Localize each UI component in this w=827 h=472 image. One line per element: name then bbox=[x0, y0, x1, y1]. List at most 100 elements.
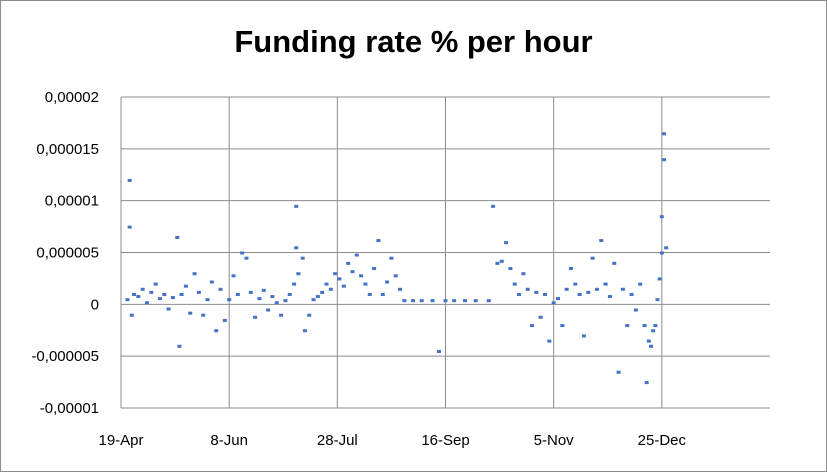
data-point bbox=[227, 298, 232, 302]
data-point bbox=[129, 313, 134, 317]
data-point bbox=[651, 329, 656, 333]
data-point bbox=[179, 292, 184, 296]
data-point bbox=[315, 295, 320, 299]
data-point bbox=[504, 241, 509, 245]
data-point bbox=[653, 324, 658, 328]
data-point bbox=[452, 299, 457, 303]
data-point bbox=[333, 272, 338, 276]
data-point bbox=[638, 282, 643, 286]
data-point bbox=[140, 287, 145, 291]
data-point bbox=[292, 282, 297, 286]
grid-lines bbox=[120, 96, 770, 409]
data-point bbox=[633, 308, 638, 312]
y-tick-label: -0,000005 bbox=[31, 348, 99, 365]
data-point bbox=[248, 290, 253, 294]
data-point bbox=[521, 272, 526, 276]
x-tick-label: 8-Jun bbox=[210, 432, 248, 449]
data-point bbox=[534, 290, 539, 294]
chart-title: Funding rate % per hour bbox=[234, 24, 593, 59]
data-point bbox=[341, 284, 346, 288]
data-point bbox=[538, 315, 543, 319]
data-point bbox=[296, 272, 301, 276]
data-point bbox=[543, 292, 548, 296]
data-point bbox=[661, 132, 666, 136]
x-tick-label: 28-Jul bbox=[317, 432, 358, 449]
data-point bbox=[517, 292, 522, 296]
data-point bbox=[649, 344, 654, 348]
data-point bbox=[214, 329, 219, 333]
data-point bbox=[616, 370, 621, 374]
data-point bbox=[659, 215, 664, 219]
data-point bbox=[491, 204, 496, 208]
y-tick-label: 0,00002 bbox=[45, 89, 99, 106]
data-point bbox=[577, 292, 582, 296]
data-point bbox=[337, 277, 342, 281]
data-point bbox=[603, 282, 608, 286]
data-point bbox=[495, 261, 500, 265]
data-point bbox=[389, 256, 394, 260]
data-point bbox=[555, 297, 560, 301]
data-point bbox=[437, 349, 442, 353]
data-point bbox=[659, 251, 664, 255]
data-point bbox=[547, 339, 552, 343]
data-point bbox=[209, 280, 214, 284]
data-points bbox=[125, 132, 669, 385]
data-point bbox=[385, 280, 390, 284]
data-point bbox=[646, 339, 651, 343]
data-point bbox=[346, 261, 351, 265]
data-point bbox=[175, 235, 180, 239]
x-tick-label: 19-Apr bbox=[98, 432, 143, 449]
data-point bbox=[261, 288, 266, 292]
data-point bbox=[486, 299, 491, 303]
data-point bbox=[664, 246, 669, 250]
data-point bbox=[311, 298, 316, 302]
data-point bbox=[177, 344, 182, 348]
data-point bbox=[525, 287, 530, 291]
data-point bbox=[324, 282, 329, 286]
data-point bbox=[363, 282, 368, 286]
data-point bbox=[607, 295, 612, 299]
data-point bbox=[162, 292, 167, 296]
data-point bbox=[661, 158, 666, 162]
data-point bbox=[222, 318, 227, 322]
data-point bbox=[218, 287, 223, 291]
data-point bbox=[581, 334, 586, 338]
data-point bbox=[192, 272, 197, 276]
data-point bbox=[205, 298, 210, 302]
data-point bbox=[462, 299, 467, 303]
data-point bbox=[402, 299, 407, 303]
data-point bbox=[283, 299, 288, 303]
data-point bbox=[307, 313, 312, 317]
data-point bbox=[350, 270, 355, 274]
data-point bbox=[270, 295, 275, 299]
data-point bbox=[183, 284, 188, 288]
data-point bbox=[302, 329, 307, 333]
data-point bbox=[443, 299, 448, 303]
data-point bbox=[240, 251, 245, 255]
data-point bbox=[287, 292, 292, 296]
data-point bbox=[201, 313, 206, 317]
data-point bbox=[144, 301, 149, 305]
data-point bbox=[372, 267, 377, 271]
data-point bbox=[512, 282, 517, 286]
data-point bbox=[244, 256, 249, 260]
data-point bbox=[231, 274, 236, 278]
data-point bbox=[320, 290, 325, 294]
data-point bbox=[157, 297, 162, 301]
data-point bbox=[657, 277, 662, 281]
data-point bbox=[625, 324, 630, 328]
data-point bbox=[188, 311, 193, 315]
data-point bbox=[136, 295, 141, 299]
data-point bbox=[560, 324, 565, 328]
data-point bbox=[328, 287, 333, 291]
x-tick-label: 16-Sep bbox=[421, 432, 469, 449]
data-point bbox=[620, 287, 625, 291]
data-point bbox=[599, 239, 604, 243]
data-point bbox=[642, 324, 647, 328]
data-point bbox=[419, 299, 424, 303]
y-tick-label: 0,000015 bbox=[36, 141, 99, 158]
y-tick-label: 0,00001 bbox=[45, 193, 99, 210]
data-point bbox=[629, 292, 634, 296]
data-point bbox=[612, 261, 617, 265]
